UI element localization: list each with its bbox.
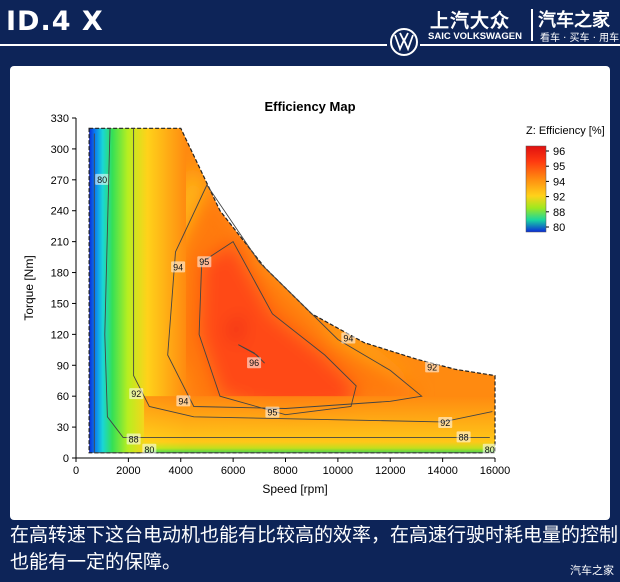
contour-line-88 [104,128,490,438]
heat-band-2 [199,241,357,415]
colorbar-tick-label: 92 [553,192,565,204]
brand-name-en: SAIC VOLKSWAGEN [428,31,522,42]
contour-label-95: 95 [267,408,277,418]
y-tick-label: 210 [51,237,69,249]
x-tick-label: 4000 [169,465,193,477]
contour-label-94: 94 [173,262,183,272]
contour-label-bg [456,431,471,443]
brand-name-cn: 上汽大众 [430,10,511,32]
contour-label-95: 95 [199,257,209,267]
heat-blend [151,166,422,415]
contour-label-bg [438,416,453,428]
y-tick-label: 30 [57,422,69,434]
y-tick-label: 150 [51,298,69,310]
x-axis-label: Speed [rpm] [262,482,327,496]
heat-band-3 [227,313,265,364]
header-bar: ID.4 X 上汽大众 SAIC VOLKSWAGEN 汽车之家 看车 · 买车… [0,0,620,62]
x-tick-label: 10000 [323,465,354,477]
y-tick-label: 180 [51,268,69,280]
y-tick-label: 240 [51,206,69,218]
contour-line-80 [93,133,490,454]
site-tagline: 看车 · 买车 · 用车 [540,33,620,44]
colorbar-tick-label: 88 [553,207,565,219]
contour-label-80: 80 [97,175,107,185]
contour-label-bg [265,406,280,418]
contour-line-96 [238,344,265,364]
contour-label-92: 92 [427,362,437,372]
y-tick-label: 330 [51,113,69,125]
y-tick-label: 270 [51,175,69,187]
y-tick-label: 120 [51,329,69,341]
x-tick-label: 8000 [273,465,297,477]
y-tick-label: 0 [63,453,69,465]
x-tick-label: 14000 [427,465,458,477]
contour-label-88: 88 [129,434,139,444]
contour-line-95 [198,240,357,416]
heat-bottom-gradient [144,396,495,453]
x-tick-label: 16000 [480,465,511,477]
chart-title: Efficiency Map [264,99,355,114]
contour-label-96: 96 [249,358,259,368]
contour-label-bg [197,256,212,268]
site-logo-text: 汽车之家 [538,10,610,31]
x-tick-label: 12000 [375,465,406,477]
efficiency-map-chart: 80 80 80 88 88 92 92 92 94 94 94 95 95 96 0 2000 4000 60… [22,99,605,496]
y-tick-label: 60 [57,391,69,403]
contour-label-bg [129,388,144,400]
header-divider-left [0,44,387,46]
contour-label-bg [171,261,186,273]
contour-label-92: 92 [131,389,141,399]
contour-label-bg [425,361,440,373]
chart-panel: 80 80 80 88 88 92 92 92 94 94 94 95 95 96 0 2000 4000 60… [10,66,610,520]
y-tick-label: 300 [51,144,69,156]
contour-label-bg [95,173,110,185]
x-tick-label: 6000 [221,465,245,477]
contour-line-94 [167,184,423,409]
contour-label-80: 80 [144,445,154,455]
model-title: ID.4 X [6,6,104,37]
contour-label-bg [341,332,356,344]
contour-label-94: 94 [178,396,188,406]
y-axis-label: Torque [Nm] [22,255,36,320]
brand-separator [531,9,533,41]
caption-text: 在高转速下这台电动机也能有比较高的效率，在高速行驶时耗电量的控制也能有一定的保障… [10,524,619,573]
contour-label-80: 80 [485,445,495,455]
contour-label-bg [176,395,191,407]
x-tick-label: 0 [73,465,79,477]
contour-label-94: 94 [343,333,353,343]
contour-label-92: 92 [440,418,450,428]
contour-label-bg [247,357,262,369]
x-tick-label: 2000 [116,465,140,477]
contour-label-88: 88 [459,432,469,442]
colorbar-tick-label: 95 [553,161,565,173]
colorbar-tick-label: 96 [553,146,565,158]
vw-logo-icon [390,28,418,56]
contour-label-bg [142,443,157,455]
contour-label-bg [126,433,141,445]
colorbar-title: Z: Efficiency [%] [526,125,605,137]
y-tick-label: 90 [57,360,69,372]
colorbar-gradient [525,145,547,233]
watermark: 汽车之家 [570,564,614,577]
colorbar-tick-label: 94 [553,176,565,188]
colorbar-tick-label: 80 [553,222,565,234]
contour-label-bg [482,443,497,455]
header-divider-right [420,44,620,46]
